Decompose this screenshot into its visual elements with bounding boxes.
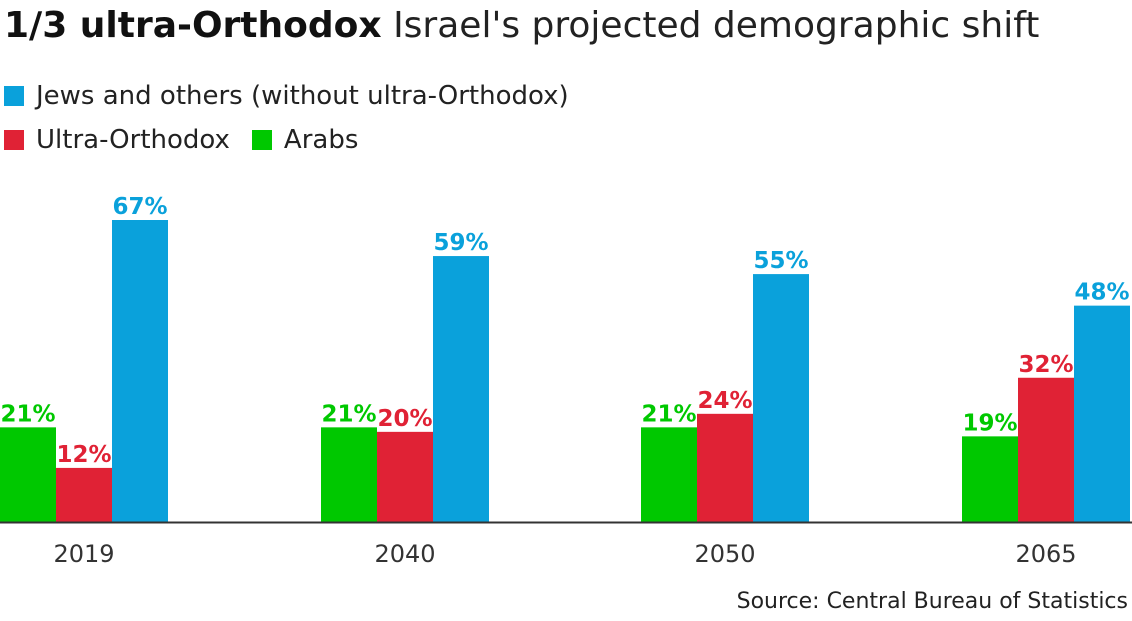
title-highlight: 1/3 ultra-Orthodox	[4, 5, 382, 46]
data-label-arabs-2040: 21%	[321, 401, 376, 427]
data-label-jews-others-2019: 67%	[112, 194, 167, 220]
legend-label-jews-others: Jews and others (without ultra-Orthodox)	[36, 81, 569, 111]
bar-ultra-orthodox-2065	[1018, 377, 1074, 522]
data-label-arabs-2065: 19%	[962, 410, 1017, 436]
chart-title: 1/3 ultra-Orthodox Israel's projected de…	[4, 4, 1039, 48]
bar-ultra-orthodox-2050	[697, 413, 753, 522]
legend-swatch-ultra-orthodox	[4, 130, 24, 150]
data-label-jews-others-2050: 55%	[753, 248, 808, 274]
legend-swatch-jews-others	[4, 86, 24, 106]
data-label-ultra-orthodox-2040: 20%	[377, 406, 432, 432]
legend-item-jews-others: Jews and others (without ultra-Orthodox)	[4, 80, 569, 112]
source-note: Source: Central Bureau of Statistics	[736, 589, 1128, 614]
bar-jews-others-2040	[433, 256, 489, 522]
legend-label-arabs: Arabs	[283, 125, 359, 155]
x-tick-label-2019: 2019	[53, 540, 114, 568]
legend-row-1: Jews and others (without ultra-Orthodox)	[4, 80, 591, 112]
bar-jews-others-2065	[1074, 305, 1130, 522]
bar-arabs-2019	[0, 427, 56, 522]
data-label-jews-others-2040: 59%	[433, 230, 488, 256]
x-tick-label-2040: 2040	[374, 540, 435, 568]
data-label-arabs-2050: 21%	[641, 401, 696, 427]
legend-label-ultra-orthodox: Ultra-Orthodox	[36, 125, 230, 155]
data-label-ultra-orthodox-2019: 12%	[56, 442, 111, 468]
x-tick-label-2065: 2065	[1015, 540, 1076, 568]
data-label-ultra-orthodox-2050: 24%	[697, 388, 752, 414]
legend-row-2: Ultra-Orthodox Arabs	[4, 124, 380, 156]
bar-ultra-orthodox-2040	[377, 431, 433, 522]
bar-jews-others-2019	[112, 220, 168, 522]
title-subtitle: Israel's projected demographic shift	[393, 5, 1040, 46]
x-tick-label-2050: 2050	[694, 540, 755, 568]
legend-item-arabs: Arabs	[251, 124, 359, 156]
bar-jews-others-2050	[753, 274, 809, 522]
bar-arabs-2040	[321, 427, 377, 522]
data-label-arabs-2019: 21%	[0, 401, 55, 427]
legend-item-ultra-orthodox: Ultra-Orthodox	[4, 124, 230, 156]
bar-ultra-orthodox-2019	[56, 467, 112, 522]
bar-arabs-2065	[962, 436, 1018, 522]
legend-swatch-arabs	[251, 130, 272, 150]
bar-arabs-2050	[641, 427, 697, 522]
data-label-ultra-orthodox-2065: 32%	[1018, 352, 1073, 378]
data-label-jews-others-2065: 48%	[1074, 280, 1129, 306]
